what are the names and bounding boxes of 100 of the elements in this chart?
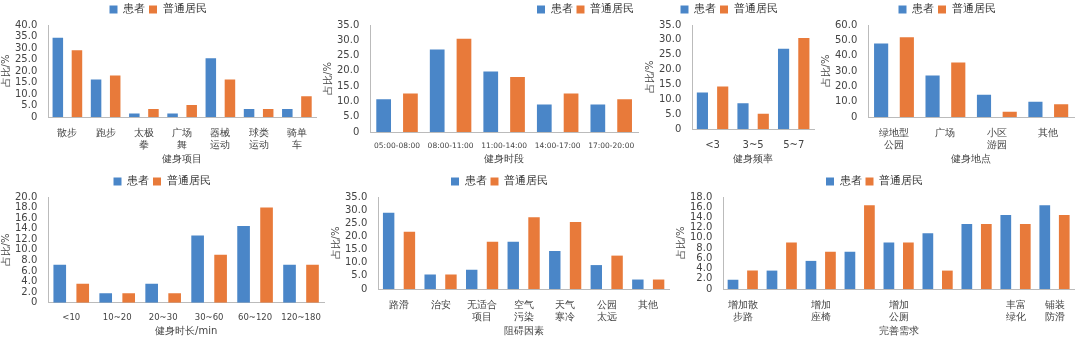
x-tick-label: 天气寒冷 — [555, 298, 576, 322]
bar — [528, 217, 540, 289]
x-tick-label: 其他 — [638, 298, 659, 310]
x-tick-label: 10~20 — [102, 312, 132, 323]
x-axis-title: 健身时长/min — [155, 324, 218, 336]
x-tick-label: <10 — [62, 312, 81, 323]
bar — [925, 75, 940, 117]
bar — [864, 205, 875, 289]
bar — [376, 99, 392, 132]
bar — [186, 105, 197, 117]
x-tick-label: 路滑 — [389, 298, 410, 310]
y-axis-title: 占比/% — [329, 226, 341, 260]
x-tick-label: 球类运动 — [248, 126, 269, 150]
bar — [844, 251, 856, 289]
bar — [424, 274, 436, 289]
bar — [899, 37, 914, 117]
bar — [903, 242, 914, 289]
bar — [941, 270, 953, 289]
bar — [52, 37, 64, 117]
bar — [617, 99, 632, 132]
bar — [1058, 214, 1070, 289]
x-tick-label: 公园太远 — [596, 298, 617, 322]
x-tick-label: <3 — [705, 138, 720, 150]
bar — [611, 255, 623, 289]
y-tick-label: 35.0 — [337, 18, 360, 30]
bar — [786, 242, 797, 289]
bar — [980, 224, 992, 289]
bar — [483, 71, 499, 132]
bar — [590, 265, 603, 289]
y-axis-title: 占比/% — [0, 54, 11, 88]
x-tick-label: 广场 — [935, 126, 956, 138]
y-tick-label: 10.0 — [15, 243, 38, 255]
x-axis-title: 完善需求 — [878, 324, 919, 336]
y-tick-label: 35.0 — [659, 18, 682, 30]
y-tick-label: 20.0 — [659, 63, 682, 75]
bar — [260, 207, 273, 303]
x-tick-label: 30~60 — [194, 312, 224, 323]
bar — [632, 279, 644, 289]
legend-label: 患者 — [838, 174, 862, 188]
x-tick-label: 绿地型公园 — [878, 126, 909, 150]
x-tick-label: 3~5 — [742, 138, 764, 150]
y-tick-label: 30.0 — [345, 203, 368, 215]
y-tick-label: 8.0 — [696, 241, 713, 253]
bar — [696, 92, 708, 129]
y-tick-label: 16.0 — [15, 211, 38, 223]
y-tick-label: 20.0 — [15, 190, 38, 202]
bar — [951, 62, 966, 117]
y-tick-label: 40.0 — [835, 49, 858, 61]
legend-label: 患者 — [911, 2, 934, 16]
x-tick-label: 空气污染 — [513, 298, 534, 322]
y-tick-label: 60.0 — [835, 18, 858, 30]
y-tick-label: 35.0 — [15, 30, 38, 42]
bar — [282, 108, 293, 117]
bar — [590, 104, 606, 132]
legend-label: 普通居民 — [504, 174, 548, 188]
y-tick-label: 10.0 — [345, 256, 368, 268]
x-axis-title: 健身频率 — [733, 152, 774, 164]
y-tick-label: 15.0 — [659, 78, 682, 90]
x-tick-label: 120~180 — [281, 312, 321, 323]
bar — [403, 93, 418, 132]
y-tick-label: 5.0 — [665, 107, 682, 119]
y-tick-label: 35.0 — [345, 190, 368, 202]
bar — [262, 108, 274, 117]
y-tick-label: 18.0 — [15, 201, 38, 213]
bar — [243, 108, 255, 117]
bar — [224, 79, 236, 117]
bar — [1028, 101, 1043, 117]
bar — [486, 241, 499, 289]
y-tick-label: 20.0 — [345, 230, 368, 242]
x-tick-label: 广场舞 — [172, 126, 193, 150]
x-tick-label: 小区游园 — [986, 126, 1007, 150]
y-tick-label: 10.0 — [15, 87, 38, 99]
y-tick-label: 10.0 — [835, 95, 858, 107]
legend-label: 普通居民 — [166, 174, 211, 188]
y-tick-label: 20.0 — [15, 64, 38, 76]
y-tick-label: 10.0 — [337, 95, 360, 107]
x-tick-label: 增加公厕 — [887, 298, 909, 322]
bar — [757, 113, 769, 129]
x-tick-label: 其他 — [1038, 126, 1059, 138]
x-tick-label: 器械运动 — [210, 126, 231, 150]
x-tick-label: 铺装防滑 — [1043, 298, 1065, 322]
y-tick-label: 0 — [674, 122, 682, 134]
y-tick-label: 4.0 — [696, 262, 713, 274]
bar — [507, 241, 519, 289]
y-tick-label: 25.0 — [337, 49, 360, 61]
x-tick-label: 治安 — [430, 298, 451, 310]
bar — [563, 93, 579, 132]
bar — [382, 212, 395, 289]
bar — [569, 221, 582, 289]
bar — [99, 293, 113, 303]
x-axis-title: 健身地点 — [951, 152, 992, 164]
y-tick-label: 6.0 — [696, 251, 713, 263]
x-tick-label: 60~120 — [237, 312, 273, 323]
bar — [429, 49, 445, 132]
bar — [191, 235, 204, 303]
bar — [1039, 205, 1051, 289]
bar — [283, 264, 296, 303]
y-tick-label: 40.0 — [15, 18, 38, 30]
y-tick-label: 14.0 — [690, 211, 713, 223]
y-tick-label: 30.0 — [337, 33, 360, 45]
